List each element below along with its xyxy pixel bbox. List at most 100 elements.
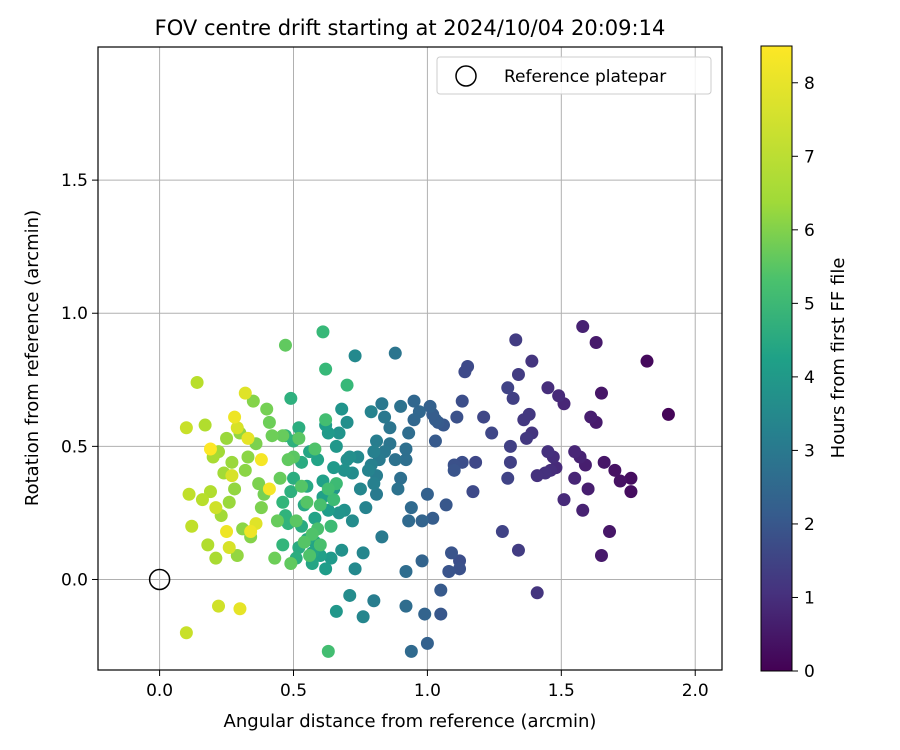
data-point bbox=[345, 514, 359, 528]
data-point bbox=[313, 498, 327, 512]
data-point bbox=[541, 445, 555, 459]
data-point bbox=[415, 514, 429, 528]
data-point bbox=[581, 482, 595, 496]
data-point bbox=[289, 514, 303, 528]
data-point bbox=[228, 410, 242, 424]
data-point bbox=[337, 463, 351, 477]
data-point bbox=[394, 399, 408, 413]
data-point bbox=[552, 389, 566, 403]
data-point bbox=[203, 485, 217, 499]
data-point bbox=[399, 442, 413, 456]
data-point bbox=[426, 511, 440, 525]
data-point bbox=[447, 463, 461, 477]
data-point bbox=[228, 482, 242, 496]
colorbar-tick-label: 4 bbox=[804, 368, 815, 388]
data-point bbox=[624, 485, 638, 499]
data-point bbox=[519, 431, 533, 445]
data-point bbox=[477, 410, 491, 424]
data-point bbox=[220, 431, 234, 445]
data-point bbox=[434, 607, 448, 621]
data-point bbox=[404, 644, 418, 658]
data-point bbox=[359, 501, 373, 515]
data-points bbox=[179, 320, 675, 658]
x-tick-label: 0.5 bbox=[280, 681, 307, 701]
data-point bbox=[640, 354, 654, 368]
data-point bbox=[517, 413, 531, 427]
data-point bbox=[300, 495, 314, 509]
data-point bbox=[568, 445, 582, 459]
chart-title: FOV centre drift starting at 2024/10/04 … bbox=[155, 16, 666, 40]
data-point bbox=[305, 527, 319, 541]
data-point bbox=[198, 418, 212, 432]
data-point bbox=[503, 455, 517, 469]
data-point bbox=[182, 487, 196, 501]
data-point bbox=[541, 381, 555, 395]
data-point bbox=[356, 610, 370, 624]
data-point bbox=[511, 367, 525, 381]
data-point bbox=[594, 549, 608, 563]
data-point bbox=[212, 599, 226, 613]
data-point bbox=[179, 626, 193, 640]
data-point bbox=[530, 469, 544, 483]
reference-marker-layer bbox=[148, 568, 171, 591]
data-point bbox=[209, 551, 223, 565]
data-point bbox=[262, 482, 276, 496]
data-point bbox=[661, 407, 675, 421]
data-point bbox=[238, 463, 252, 477]
data-point bbox=[327, 493, 341, 507]
data-point bbox=[608, 463, 622, 477]
colorbar-tick-label: 7 bbox=[804, 147, 815, 167]
colorbar-label: Hours from first FF file bbox=[828, 258, 849, 459]
y-tick-label: 0.0 bbox=[61, 570, 88, 590]
y-axis-label: Rotation from reference (arcmin) bbox=[22, 210, 43, 506]
data-point bbox=[252, 477, 266, 491]
data-point bbox=[511, 543, 525, 557]
data-point bbox=[367, 477, 381, 491]
data-point bbox=[316, 325, 330, 339]
colorbar: 0 1 2 3 4 5 6 7 8 Hours from first FF file bbox=[760, 45, 849, 682]
data-point bbox=[319, 362, 333, 376]
data-point bbox=[276, 538, 290, 552]
data-point bbox=[466, 485, 480, 499]
data-point bbox=[485, 426, 499, 440]
y-tick-label: 1.0 bbox=[61, 304, 88, 324]
data-point bbox=[348, 562, 362, 576]
y-tick-label: 1.5 bbox=[61, 171, 88, 191]
data-point bbox=[201, 538, 215, 552]
data-point bbox=[439, 498, 453, 512]
data-point bbox=[276, 429, 290, 443]
data-point bbox=[370, 434, 384, 448]
data-point bbox=[292, 421, 306, 435]
data-point bbox=[455, 394, 469, 408]
data-point bbox=[370, 487, 384, 501]
data-point bbox=[295, 479, 309, 493]
data-point bbox=[407, 413, 421, 427]
data-point bbox=[332, 506, 346, 520]
colorbar-tick-label: 1 bbox=[804, 588, 815, 608]
data-point bbox=[383, 421, 397, 435]
data-point bbox=[501, 471, 515, 485]
legend-marker-icon bbox=[455, 65, 477, 87]
legend-label: Reference platepar bbox=[504, 67, 666, 87]
data-point bbox=[399, 564, 413, 578]
data-point bbox=[445, 546, 459, 560]
data-point bbox=[367, 594, 381, 608]
data-point bbox=[185, 519, 199, 533]
data-point bbox=[335, 402, 349, 416]
data-point bbox=[394, 471, 408, 485]
data-point bbox=[276, 495, 290, 509]
colorbar-tick-label: 8 bbox=[804, 74, 815, 94]
data-point bbox=[404, 501, 418, 515]
data-point bbox=[391, 482, 405, 496]
data-point bbox=[506, 391, 520, 405]
data-point bbox=[375, 530, 389, 544]
data-point bbox=[367, 445, 381, 459]
data-point bbox=[420, 487, 434, 501]
data-point bbox=[311, 453, 325, 467]
data-point bbox=[324, 519, 338, 533]
data-point bbox=[203, 442, 217, 456]
x-tick-label: 1.0 bbox=[414, 681, 441, 701]
colorbar-gradient bbox=[760, 45, 793, 672]
colorbar-tick-label: 5 bbox=[804, 294, 815, 314]
data-point bbox=[324, 551, 338, 565]
